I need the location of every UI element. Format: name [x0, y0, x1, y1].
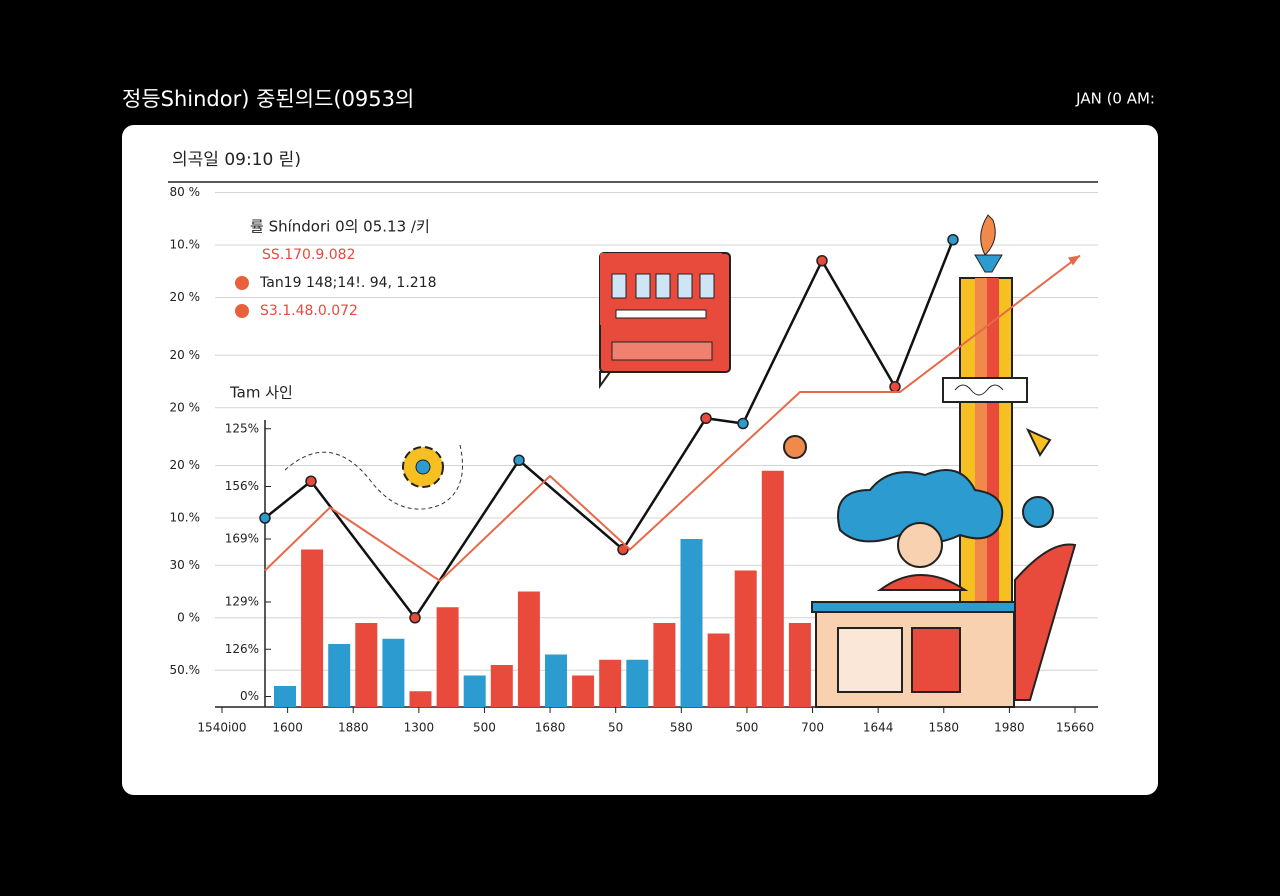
- x-tick-label: 1300: [404, 721, 435, 735]
- bar: [490, 665, 513, 707]
- point: [816, 255, 828, 267]
- y2-tick-label: 169%: [225, 532, 259, 546]
- x-tick-label: 15660: [1056, 721, 1094, 735]
- legend-label: S3.1.48.0.072: [260, 303, 358, 319]
- y2-tick-label: 125%: [225, 421, 259, 435]
- x-tick-label: 50: [608, 721, 623, 735]
- x-tick-label: 1600: [272, 721, 303, 735]
- bar: [463, 675, 486, 707]
- point: [889, 381, 901, 393]
- legend-title: 률 Shíndori 0의 05.13 /키: [250, 218, 430, 236]
- line: [264, 239, 955, 620]
- bar: [680, 539, 703, 707]
- bar: [301, 549, 324, 707]
- header-title: 정등Shindor) 중된의드(0953의: [122, 87, 414, 111]
- x-tick-label: 580: [670, 721, 693, 735]
- x-tick-label: 1880: [338, 721, 369, 735]
- point: [305, 475, 317, 487]
- bar: [409, 691, 432, 707]
- y2-tick-label: 126%: [225, 642, 259, 656]
- bar: [355, 623, 378, 707]
- bar: [382, 638, 405, 707]
- bar: [761, 470, 784, 707]
- section-label: Tam 사인: [229, 384, 293, 402]
- y-tick-label: 30 %: [170, 558, 201, 572]
- point: [947, 234, 959, 246]
- point: [700, 412, 712, 424]
- bar: [707, 633, 730, 707]
- legend-label: Tan19 148;14!. 94, 1.218: [259, 275, 437, 291]
- y-tick-label: 20 %: [170, 400, 201, 414]
- header-time: JAN (0 AM:: [1075, 90, 1155, 108]
- legend-marker: [235, 276, 249, 290]
- y2-tick-label: 0%: [240, 689, 259, 703]
- bar: [517, 591, 540, 707]
- bar: [626, 659, 649, 707]
- x-tick-label: 1980: [994, 721, 1025, 735]
- y-tick-label: 0 %: [177, 610, 200, 624]
- bar: [653, 623, 676, 707]
- bar: [328, 644, 351, 707]
- x-tick-label: 1580: [928, 721, 959, 735]
- bar: [545, 654, 567, 707]
- bar: [436, 607, 459, 707]
- x-tick-label: 500: [473, 721, 496, 735]
- bar: [734, 570, 757, 707]
- y2-tick-label: 129%: [225, 595, 259, 609]
- y-tick-label: 20 %: [170, 290, 201, 304]
- chart-title: 의곡일 09:10 릳): [172, 150, 301, 170]
- point: [617, 543, 629, 556]
- x-tick-label: 500: [735, 721, 758, 735]
- y-tick-label: 80 %: [170, 185, 201, 199]
- bar: [274, 686, 296, 707]
- point: [737, 417, 749, 430]
- illustrations: [284, 214, 1077, 708]
- y-tick-label: 10.%: [170, 511, 201, 525]
- y2-tick-label: 156%: [225, 479, 259, 493]
- x-tick-label: 1540i00: [197, 721, 246, 735]
- y-tick-label: 20 %: [170, 348, 201, 362]
- bar: [788, 623, 811, 707]
- legend-label: SS.170.9.082: [262, 247, 355, 263]
- point: [409, 612, 421, 624]
- trend-line: [264, 254, 1081, 583]
- bar: [599, 659, 622, 707]
- bar: [572, 675, 595, 707]
- y-tick-label: 10.%: [170, 238, 201, 252]
- x-tick-label: 1680: [535, 721, 566, 735]
- point: [259, 512, 271, 524]
- y-tick-label: 20 %: [170, 458, 201, 472]
- y-tick-label: 50.%: [170, 663, 201, 677]
- arrow-head: [1068, 255, 1080, 266]
- x-tick-label: 1644: [863, 721, 894, 735]
- point: [513, 454, 525, 466]
- x-tick-label: 700: [801, 721, 824, 735]
- legend-marker: [235, 304, 249, 318]
